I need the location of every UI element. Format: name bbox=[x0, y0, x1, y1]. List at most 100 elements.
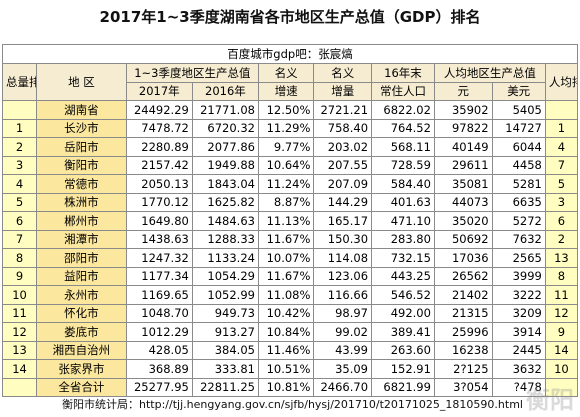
region-name: 全省合计 bbox=[36, 377, 127, 397]
rank-cell: 6 bbox=[1, 211, 38, 231]
nominal-increment: 2466.70 bbox=[313, 377, 373, 397]
region-name: 衡阳市 bbox=[36, 155, 127, 175]
table-row: 4 常德市 2050.13 1843.04 11.24% 207.09 584.40 3508… bbox=[1, 174, 579, 194]
region-name: 永州市 bbox=[36, 285, 127, 305]
region-name: 张家界市 bbox=[36, 359, 127, 379]
population: 764.52 bbox=[371, 118, 435, 138]
percap-usd: 3999 bbox=[491, 266, 546, 286]
percap-usd: 3222 bbox=[491, 285, 546, 305]
table-row: 湖南省 24492.29 21771.08 12.50% 2721.21 6822.02 3… bbox=[1, 100, 579, 120]
region-name: 长沙市 bbox=[36, 118, 127, 138]
header-rank: 总量排名 bbox=[1, 63, 38, 101]
gdp-2017: 1247.32 bbox=[125, 248, 193, 268]
population: 546.52 bbox=[371, 285, 435, 305]
gdp-2017: 2157.42 bbox=[125, 155, 193, 175]
nominal-increment: 114.08 bbox=[313, 248, 373, 268]
percap-rank bbox=[544, 377, 579, 397]
nominal-growth: 11.13% bbox=[257, 211, 315, 231]
percap-yuan: 35902 bbox=[433, 100, 493, 120]
percap-rank: 5 bbox=[544, 174, 579, 194]
header-growth-bottom: 增速 bbox=[257, 81, 315, 101]
nominal-growth: 12.50% bbox=[257, 100, 315, 120]
region-name: 娄底市 bbox=[36, 322, 127, 342]
percap-usd: 2445 bbox=[491, 340, 546, 360]
nominal-increment: 165.17 bbox=[313, 211, 373, 231]
percap-yuan: 21402 bbox=[433, 285, 493, 305]
header-pop-top: 16年末 bbox=[371, 63, 435, 83]
rank-cell bbox=[1, 100, 38, 120]
percap-usd: 3209 bbox=[491, 303, 546, 323]
nominal-growth: 10.07% bbox=[257, 248, 315, 268]
rank-cell: 4 bbox=[1, 174, 38, 194]
percap-rank: 1 bbox=[544, 118, 579, 138]
region-name: 湘潭市 bbox=[36, 229, 127, 249]
source-note: 百度城市gdp吧：张宸熇 bbox=[2, 44, 578, 64]
table-row: 12 娄底市 1012.29 913.27 10.84% 99.02 389.41 25996… bbox=[1, 322, 579, 342]
nominal-increment: 43.99 bbox=[313, 340, 373, 360]
region-name: 常德市 bbox=[36, 174, 127, 194]
gdp-2017: 2050.13 bbox=[125, 174, 193, 194]
header-incr-bottom: 增量 bbox=[313, 81, 373, 101]
population: 283.80 bbox=[371, 229, 435, 249]
gdp-2017: 1770.12 bbox=[125, 192, 193, 212]
footer-source: 衡阳市统计局：http://tjj.hengyang.gov.cn/sjfb/h… bbox=[62, 398, 523, 411]
rank-cell: 14 bbox=[1, 359, 38, 379]
population: 152.91 bbox=[371, 359, 435, 379]
percap-rank: 4 bbox=[544, 137, 579, 157]
gdp-2016: 1052.99 bbox=[191, 285, 259, 305]
region-name: 湘西自治州 bbox=[36, 340, 127, 360]
percap-rank: 10 bbox=[544, 359, 579, 379]
rank-cell: 10 bbox=[1, 285, 38, 305]
gdp-2017: 24492.29 bbox=[125, 100, 193, 120]
table-row: 11 怀化市 1048.70 949.73 10.42% 98.97 492.00 21315… bbox=[1, 303, 579, 323]
header-usd: 美元 bbox=[491, 81, 546, 101]
nominal-increment: 207.09 bbox=[313, 174, 373, 194]
table-row: 7 湘潭市 1438.63 1288.33 11.67% 150.30 283.80 5069… bbox=[1, 229, 579, 249]
region-name: 岳阳市 bbox=[36, 137, 127, 157]
percap-yuan: 35020 bbox=[433, 211, 493, 231]
table-row: 1 长沙市 7478.72 6720.32 11.29% 758.40 764.52 9782… bbox=[1, 118, 579, 138]
population: 471.10 bbox=[371, 211, 435, 231]
percap-rank: 14 bbox=[544, 340, 579, 360]
nominal-growth: 11.67% bbox=[257, 266, 315, 286]
population: 728.59 bbox=[371, 155, 435, 175]
population: 6821.99 bbox=[371, 377, 435, 397]
percap-yuan: 35081 bbox=[433, 174, 493, 194]
nominal-growth: 10.84% bbox=[257, 322, 315, 342]
nominal-increment: 116.66 bbox=[313, 285, 373, 305]
nominal-growth: 11.29% bbox=[257, 118, 315, 138]
gdp-2016: 2077.86 bbox=[191, 137, 259, 157]
population: 732.15 bbox=[371, 248, 435, 268]
gdp-2016: 6720.32 bbox=[191, 118, 259, 138]
table-row: 13 湘西自治州 428.05 384.05 11.46% 43.99 263.60 1623… bbox=[1, 340, 579, 360]
gdp-2016: 1054.29 bbox=[191, 266, 259, 286]
gdp-2016: 333.81 bbox=[191, 359, 259, 379]
gdp-2016: 21771.08 bbox=[191, 100, 259, 120]
nominal-increment: 98.97 bbox=[313, 303, 373, 323]
nominal-increment: 203.02 bbox=[313, 137, 373, 157]
rank-cell: 11 bbox=[1, 303, 38, 323]
nominal-increment: 144.29 bbox=[313, 192, 373, 212]
gdp-2016: 384.05 bbox=[191, 340, 259, 360]
rank-cell bbox=[1, 377, 38, 397]
percap-usd: ?478 bbox=[491, 377, 546, 397]
nominal-growth: 10.81% bbox=[257, 377, 315, 397]
rank-cell: 2 bbox=[1, 137, 38, 157]
region-name: 益阳市 bbox=[36, 266, 127, 286]
header-region: 地 区 bbox=[36, 63, 127, 101]
percap-rank: 2 bbox=[544, 229, 579, 249]
nominal-increment: 99.02 bbox=[313, 322, 373, 342]
population: 443.25 bbox=[371, 266, 435, 286]
table-row: 全省合计 25277.95 22811.25 10.81% 2466.70 6821.99… bbox=[1, 377, 579, 397]
percap-yuan: 50692 bbox=[433, 229, 493, 249]
population: 389.41 bbox=[371, 322, 435, 342]
percap-usd: 2565 bbox=[491, 248, 546, 268]
nominal-increment: 207.55 bbox=[313, 155, 373, 175]
percap-usd: 5405 bbox=[491, 100, 546, 120]
percap-usd: 3632 bbox=[491, 359, 546, 379]
region-name: 怀化市 bbox=[36, 303, 127, 323]
region-name: 郴州市 bbox=[36, 211, 127, 231]
percap-yuan: 40149 bbox=[433, 137, 493, 157]
header-incr-top: 名义 bbox=[313, 63, 373, 83]
region-name: 株洲市 bbox=[36, 192, 127, 212]
